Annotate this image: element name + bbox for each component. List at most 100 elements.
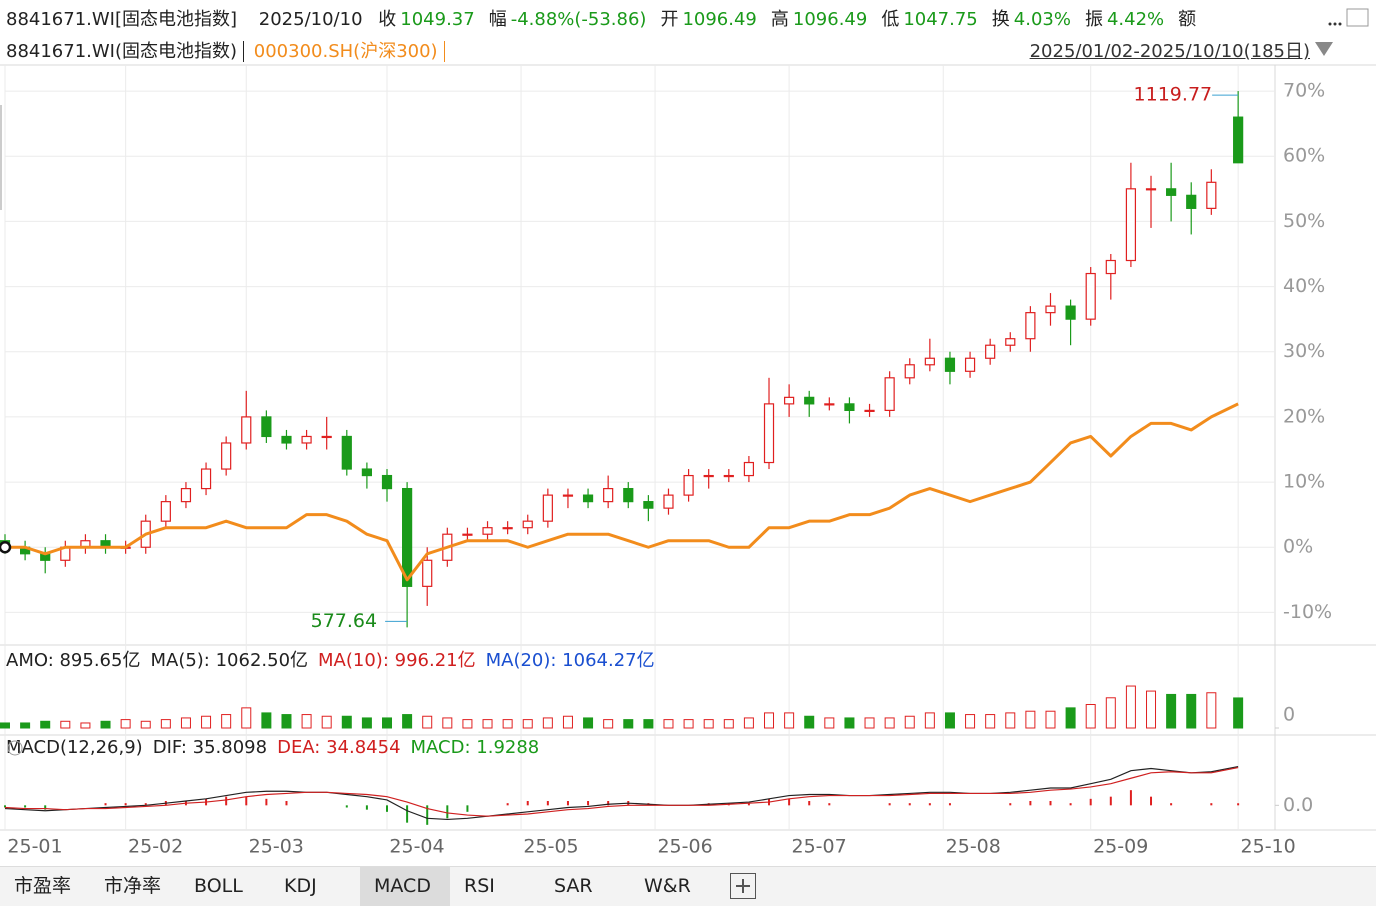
candle-body xyxy=(924,357,935,366)
candle-body xyxy=(1085,272,1096,320)
candle-body xyxy=(582,494,594,503)
candle-body xyxy=(361,468,372,477)
menu-dot xyxy=(1328,22,1332,26)
indicator-tab[interactable]: BOLL xyxy=(194,875,243,897)
date-range[interactable]: 2025/01/02-2025/10/10(185日) xyxy=(1029,41,1310,62)
indicator-tab[interactable]: MACD xyxy=(360,867,450,906)
panel-legend: MA(10): 996.21亿 xyxy=(318,650,476,671)
volume-bar xyxy=(663,719,674,729)
legend: 8841671.WI(固态电池指数) 000300.SH(沪深300) xyxy=(6,37,449,63)
stat-value: 4.03% xyxy=(1013,9,1071,30)
volume-bar xyxy=(723,719,734,729)
volume-bar xyxy=(60,720,71,729)
volume-bar xyxy=(402,714,413,729)
candle-body xyxy=(482,527,493,535)
volume-bar xyxy=(502,719,513,729)
add-tab[interactable] xyxy=(730,873,756,899)
indicator-tab[interactable]: 市净率 xyxy=(104,875,162,897)
quote-date: 2025/10/10 xyxy=(258,9,363,30)
stat-value: 1096.49 xyxy=(792,9,868,30)
indicator-tab[interactable]: W&R xyxy=(644,875,691,897)
legend-entry: 8841671.WI(固态电池指数) xyxy=(6,41,245,62)
candle-body xyxy=(321,435,332,439)
candle-body xyxy=(462,533,473,536)
candle-body xyxy=(784,396,795,405)
y-tick-label: 0% xyxy=(1283,536,1313,558)
volume-bar xyxy=(1125,685,1136,729)
volume-bar xyxy=(100,720,111,729)
indicator-tab[interactable]: SAR xyxy=(554,875,593,897)
indicator-tab[interactable]: 市盈率 xyxy=(14,875,72,897)
stat-value: 4.42% xyxy=(1106,9,1165,30)
volume-bar xyxy=(301,714,312,729)
candle-body xyxy=(1025,312,1036,340)
start-marker xyxy=(0,540,12,554)
volume-bar xyxy=(201,715,212,729)
candle-body xyxy=(1166,188,1177,196)
volume-bar xyxy=(140,720,151,729)
volume-bar xyxy=(522,719,533,729)
volume-bar xyxy=(1146,690,1157,729)
indicator-tab[interactable]: RSI xyxy=(464,875,495,897)
volume-bar xyxy=(1065,707,1076,729)
volume-bar xyxy=(703,719,714,729)
x-tick-label: 25-01 xyxy=(7,836,62,858)
volume-bar xyxy=(120,719,131,729)
candle-body xyxy=(1065,305,1076,320)
volume-bar xyxy=(321,715,332,729)
volume-bar xyxy=(80,722,91,729)
x-tick-label: 25-10 xyxy=(1241,836,1296,858)
indicator-tab[interactable]: KDJ xyxy=(284,875,317,897)
volume-bar xyxy=(1166,693,1177,729)
candle-body xyxy=(743,461,755,477)
candle-body xyxy=(261,416,272,438)
y-tick-label: 70% xyxy=(1283,80,1325,102)
volume-bar xyxy=(784,712,795,729)
stat-label: 额 xyxy=(1178,9,1197,30)
volume-bar xyxy=(965,714,976,729)
volume-bar xyxy=(221,714,232,729)
volume-bar xyxy=(20,722,31,729)
x-tick-label: 25-07 xyxy=(792,836,847,858)
candle-body xyxy=(1145,188,1157,191)
volume-bar xyxy=(884,717,895,729)
candle-body xyxy=(1105,259,1116,275)
stat-label: 收 xyxy=(378,9,397,30)
candle-body xyxy=(341,435,352,470)
chart: -10% 0% 10% 20% 30% 40% 50% 60% 70% 25-01 25-02 25-… xyxy=(0,8,1376,858)
volume-bar xyxy=(1045,710,1056,729)
panel-legend: MACD(12,26,9) xyxy=(6,737,143,758)
volume-bar xyxy=(241,707,252,729)
indicator-tabs: 市盈率 市净率 BOLL KDJ MACD RSI SAR W&R xyxy=(0,866,1376,906)
volume-bar xyxy=(623,719,634,729)
candle-body xyxy=(422,559,433,587)
candle-body xyxy=(200,468,212,490)
candle-body xyxy=(402,487,413,587)
help-icon xyxy=(7,740,23,756)
candle-body xyxy=(241,416,252,444)
x-tick-label: 25-06 xyxy=(657,836,712,858)
candle-body xyxy=(180,487,192,503)
candle-body xyxy=(864,409,875,412)
candle-body xyxy=(301,435,312,444)
candle-body xyxy=(985,344,996,359)
candle-body xyxy=(723,474,734,478)
x-tick-label: 25-04 xyxy=(389,836,444,858)
candle-body xyxy=(763,403,775,464)
candle-body xyxy=(643,501,654,509)
y-tick-label: 50% xyxy=(1283,210,1325,232)
candle-body xyxy=(663,494,674,509)
candle-body xyxy=(562,494,574,497)
volume-bar xyxy=(985,714,996,729)
candle-body xyxy=(683,474,694,496)
volume-bar xyxy=(482,719,493,729)
volume-bar xyxy=(1005,712,1016,729)
dea-line xyxy=(4,766,1239,817)
candle-body xyxy=(1005,338,1016,346)
panel-legend: MACD: 1.9288 xyxy=(411,737,540,758)
volume-bar xyxy=(743,717,754,729)
y-tick-label: 40% xyxy=(1283,275,1325,297)
stat-label: 幅 xyxy=(488,9,507,30)
volume-bar xyxy=(603,719,614,729)
